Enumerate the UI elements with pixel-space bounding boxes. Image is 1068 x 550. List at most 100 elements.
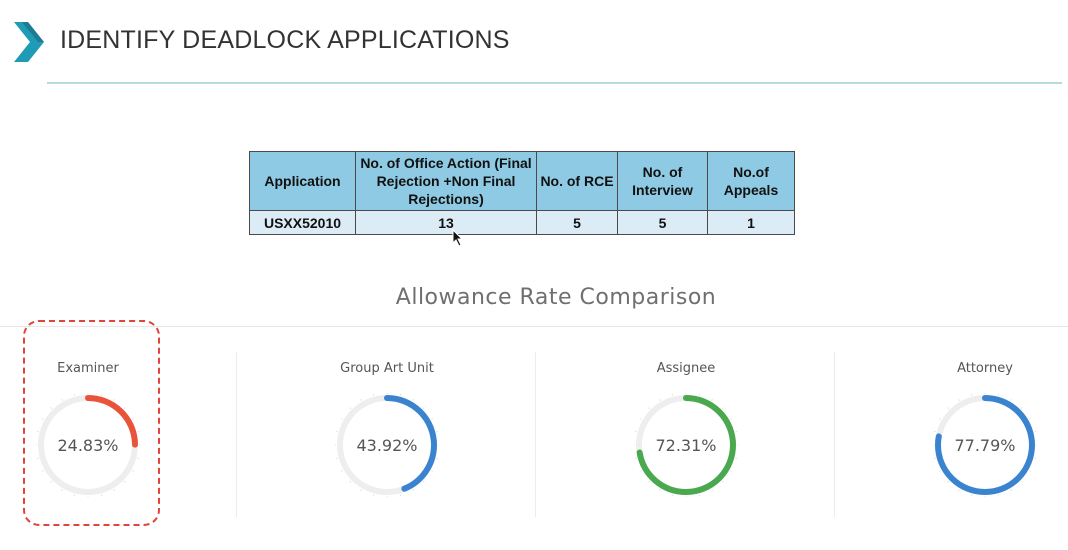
gauge-tick — [639, 470, 643, 472]
gauge-value: 24.83% — [57, 435, 119, 455]
gauge-tick — [430, 470, 434, 472]
gauge-tick — [335, 430, 338, 433]
gauge-tick — [113, 398, 115, 402]
gauge-tick — [372, 494, 375, 497]
column-header-appeals: No.of Appeals — [707, 151, 795, 211]
gauge-tick — [131, 470, 135, 472]
gauge-tick — [648, 407, 651, 410]
gauge-tick — [360, 398, 362, 402]
column-divider — [834, 352, 835, 517]
gauge-tick — [938, 470, 942, 472]
gauge-tick — [137, 430, 140, 433]
gauge-tick — [1010, 488, 1012, 492]
gauge-value: 77.79% — [954, 435, 1016, 455]
column-header-interview: No. of Interview — [617, 151, 708, 211]
gauge-tick — [61, 398, 63, 402]
gauge-label: Group Art Unit — [340, 361, 434, 376]
gauge-card-assignee: Assignee 72.31% — [606, 355, 766, 515]
gauge-tick — [412, 488, 414, 492]
gauge-tick — [729, 418, 733, 420]
gauge-tick — [735, 457, 738, 460]
gauge-ring — [335, 393, 439, 497]
gauge-tick — [1034, 430, 1037, 433]
gauge-tick — [399, 494, 402, 497]
gauge-tick — [73, 393, 76, 396]
examiner-highlight-box — [23, 320, 160, 526]
gauge-tick — [1028, 470, 1032, 472]
gauge-card-examiner: Examiner 24.83% — [8, 355, 168, 515]
gauge-tick — [61, 488, 63, 492]
gauge-tick — [335, 457, 338, 460]
gauge-tick — [422, 407, 425, 410]
gauge-tick — [933, 430, 936, 433]
gauge-tick — [721, 407, 724, 410]
cell-appeals: 1 — [707, 210, 795, 235]
gauge-tick — [639, 418, 643, 420]
gauge-tick — [360, 488, 362, 492]
gauge-tick — [422, 480, 425, 483]
gauge-tick — [50, 480, 53, 483]
gauge-tick — [372, 393, 375, 396]
gauge-tick — [41, 418, 45, 420]
gauge-arc — [636, 395, 736, 495]
gauge-tick — [50, 407, 53, 410]
gauge-tick — [648, 480, 651, 483]
title-divider — [47, 82, 1062, 84]
gauge-tick — [997, 393, 1000, 396]
gauge-tick — [671, 494, 674, 497]
gauge-tick — [711, 488, 713, 492]
gauge-ring — [933, 393, 1037, 497]
gauge-tick — [659, 398, 661, 402]
gauge-tick — [100, 494, 103, 497]
gauge-tick — [123, 480, 126, 483]
gauge-tick — [436, 457, 439, 460]
gauge-tick — [131, 418, 135, 420]
cell-rce: 5 — [536, 210, 618, 235]
gauge-arc — [935, 395, 1035, 495]
chevron-logo-icon — [14, 22, 44, 62]
mouse-cursor-icon — [452, 229, 464, 247]
gauge-value: 72.31% — [655, 435, 717, 455]
gauge-label: Assignee — [656, 361, 716, 376]
gauge-ring — [634, 393, 738, 497]
gauge-tick — [436, 430, 439, 433]
gauge-tick — [100, 393, 103, 396]
gauge-ring — [36, 393, 140, 497]
column-header-office-action: No. of Office Action (Final Rejection +N… — [355, 151, 537, 211]
page-title: IDENTIFY DEADLOCK APPLICATIONS — [60, 26, 510, 54]
gauge-value: 43.92% — [356, 435, 418, 455]
gauge-tick — [947, 480, 950, 483]
gauge-tick — [711, 398, 713, 402]
gauge-tick — [340, 418, 344, 420]
gauge-tick — [123, 407, 126, 410]
table-row: USXX52010 13 5 5 1 — [249, 210, 795, 235]
cell-interview: 5 — [617, 210, 708, 235]
gauge-tick — [634, 457, 637, 460]
gauge-tick — [659, 488, 661, 492]
gauge-tick — [399, 393, 402, 396]
gauge-tick — [634, 430, 637, 433]
gauge-tick — [997, 494, 1000, 497]
column-header-rce: No. of RCE — [536, 151, 618, 211]
gauge-tick — [1020, 407, 1023, 410]
gauge-tick — [36, 430, 39, 433]
column-divider — [535, 352, 536, 517]
gauge-tick — [735, 430, 738, 433]
gauge-tick — [41, 470, 45, 472]
column-divider — [236, 352, 237, 517]
gauge-card-attorney: Attorney 77.79% — [905, 355, 1065, 515]
gauge-tick — [933, 457, 936, 460]
gauge-tick — [671, 393, 674, 396]
gauge-tick — [73, 494, 76, 497]
gauge-tick — [970, 393, 973, 396]
gauge-tick — [947, 407, 950, 410]
table-header-row: Application No. of Office Action (Final … — [249, 151, 795, 211]
cell-office-action: 13 — [355, 210, 537, 235]
gauge-tick — [430, 418, 434, 420]
gauge-tick — [1028, 418, 1032, 420]
gauge-tick — [1010, 398, 1012, 402]
gauge-label: Attorney — [957, 361, 1013, 376]
gauge-tick — [412, 398, 414, 402]
gauge-tick — [349, 480, 352, 483]
gauge-label: Examiner — [57, 361, 119, 376]
